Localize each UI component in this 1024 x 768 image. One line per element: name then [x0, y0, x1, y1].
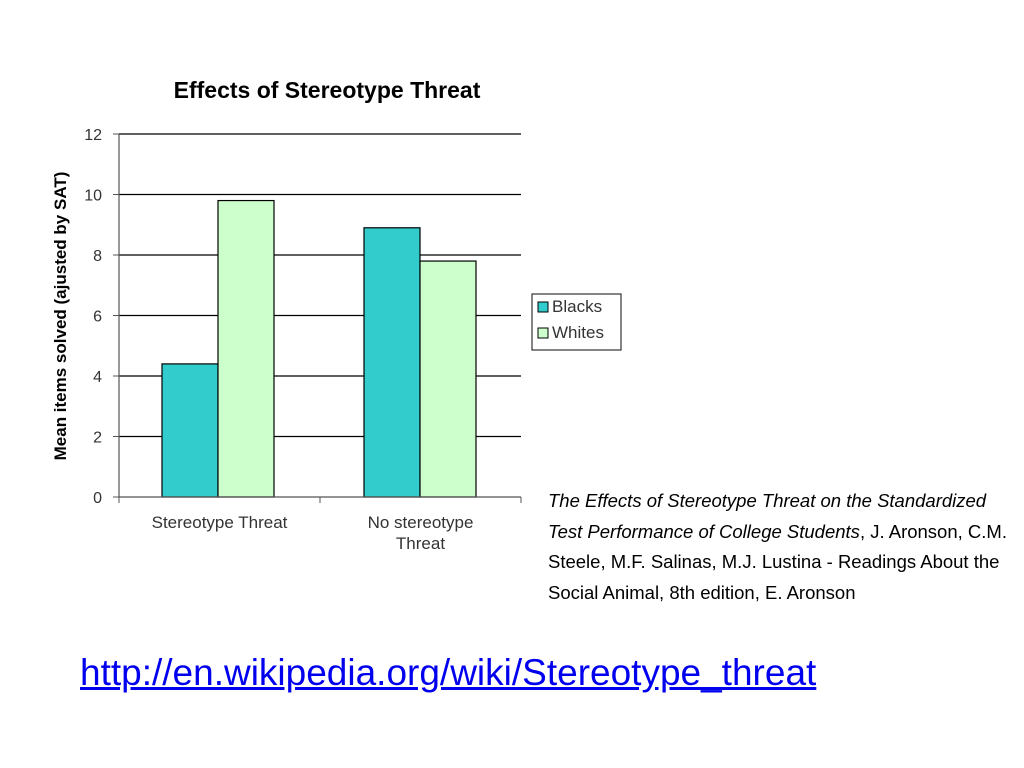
- chart-title: Effects of Stereotype Threat: [174, 77, 481, 103]
- category-label-2: No stereotype Threat: [368, 513, 474, 553]
- bar-whites-2: [419, 260, 477, 498]
- axes: [113, 133, 522, 503]
- citation-details: , J. Aronson, C.M. Steele, M.F. Salinas,…: [548, 520, 1007, 603]
- legend: Blacks Whites: [531, 293, 622, 351]
- y-tick-label-4: 4: [93, 369, 102, 386]
- bar-whites-1: [217, 199, 275, 498]
- stereotype-threat-bar-chart: Effects of Stereotype Threat Mean items …: [51, 77, 622, 553]
- bar-blacks-1: [161, 363, 219, 498]
- y-axis-title: Mean items solved (ajusted by SAT): [51, 172, 70, 461]
- citation-title: The Effects of Stereotype Threat on the …: [548, 490, 987, 542]
- y-tick-label-0: 0: [93, 490, 102, 507]
- legend-swatch-blacks: [537, 301, 549, 313]
- y-tick-label-8: 8: [93, 248, 102, 265]
- bars: [161, 199, 477, 498]
- y-tick-label-12: 12: [84, 127, 102, 144]
- y-tick-label-2: 2: [93, 430, 102, 447]
- wikipedia-link[interactable]: http://en.wikipedia.org/wiki/Stereotype_…: [80, 652, 817, 693]
- legend-label-blacks: Blacks: [552, 297, 602, 316]
- y-tick-labels: 0 2 4 6 8 10 12: [84, 127, 102, 507]
- bar-blacks-2: [363, 227, 421, 498]
- legend-swatch-whites: [537, 327, 549, 339]
- citation-text: The Effects of Stereotype Threat on the …: [548, 486, 1008, 608]
- y-tick-label-6: 6: [93, 309, 102, 326]
- category-label-1: Stereotype Threat: [152, 513, 288, 532]
- category-labels: Stereotype Threat No stereotype Threat: [152, 513, 474, 553]
- y-tick-label-10: 10: [84, 188, 102, 205]
- legend-label-whites: Whites: [552, 323, 604, 342]
